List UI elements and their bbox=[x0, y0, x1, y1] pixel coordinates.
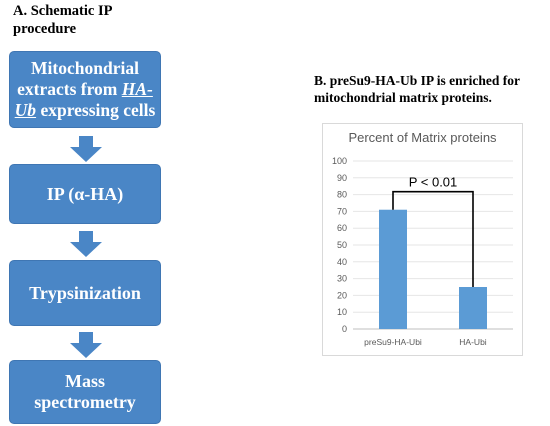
bar-chart: 0 10 20 30 40 50 60 70 80 90 100 preSu9-HA-Ubi HA-Ub… bbox=[332, 156, 513, 347]
panel-b-title: B. preSu9-HA-Ub IP is enriched for mitoc… bbox=[314, 72, 550, 106]
x-tick-label: preSu9-HA-Ubi bbox=[364, 337, 422, 347]
flow-step-trypsinization: Trypsinization bbox=[9, 260, 161, 326]
bar bbox=[459, 287, 487, 329]
panel-b-title-line2: mitochondrial matrix proteins. bbox=[314, 90, 492, 105]
significance-label: P < 0.01 bbox=[409, 175, 458, 190]
flow-step-mass-spec-label: Mass spectrometry bbox=[34, 371, 136, 412]
y-tick-label: 40 bbox=[337, 257, 347, 267]
flow-step-extracts: Mitochondrial extracts from HA-Ub expres… bbox=[9, 51, 161, 128]
y-tick-label: 90 bbox=[337, 173, 347, 183]
y-tick-label: 100 bbox=[332, 156, 347, 166]
flow-step-extracts-post: expressing cells bbox=[36, 100, 156, 120]
chart-frame: Percent of Matrix proteins 0 10 20 30 40 50 60… bbox=[322, 123, 523, 356]
down-arrow-icon bbox=[70, 136, 102, 162]
y-tick-label: 60 bbox=[337, 223, 347, 233]
y-tick-label: 50 bbox=[337, 240, 347, 250]
down-arrow-icon bbox=[70, 332, 102, 358]
bar bbox=[379, 209, 407, 329]
flow-step-ip-label: IP (α-HA) bbox=[46, 183, 124, 204]
y-tick-label: 70 bbox=[337, 206, 347, 216]
y-tick-label: 10 bbox=[337, 307, 347, 317]
down-arrow-icon bbox=[70, 231, 102, 257]
y-tick-label: 20 bbox=[337, 290, 347, 300]
significance-bracket bbox=[392, 190, 474, 287]
flow-step-trypsinization-label: Trypsinization bbox=[29, 282, 141, 303]
y-tick-label: 80 bbox=[337, 190, 347, 200]
flow-step-extracts-emph: HA-Ub bbox=[14, 79, 153, 120]
x-tick-label: HA-Ubi bbox=[459, 337, 487, 347]
panel-b-title-line1: B. preSu9-HA-Ub IP is enriched for bbox=[314, 73, 521, 88]
flow-step-mass-spec: Mass spectrometry bbox=[9, 360, 161, 424]
flow-step-extracts-pre: Mitochondrial extracts from bbox=[17, 58, 139, 99]
y-tick-label: 30 bbox=[337, 274, 347, 284]
panel-a-title: A. Schematic IP procedure bbox=[13, 3, 112, 37]
flow-step-ip: IP (α-HA) bbox=[9, 164, 161, 224]
y-tick-label: 0 bbox=[342, 324, 347, 334]
chart-title: Percent of Matrix proteins bbox=[348, 130, 497, 145]
